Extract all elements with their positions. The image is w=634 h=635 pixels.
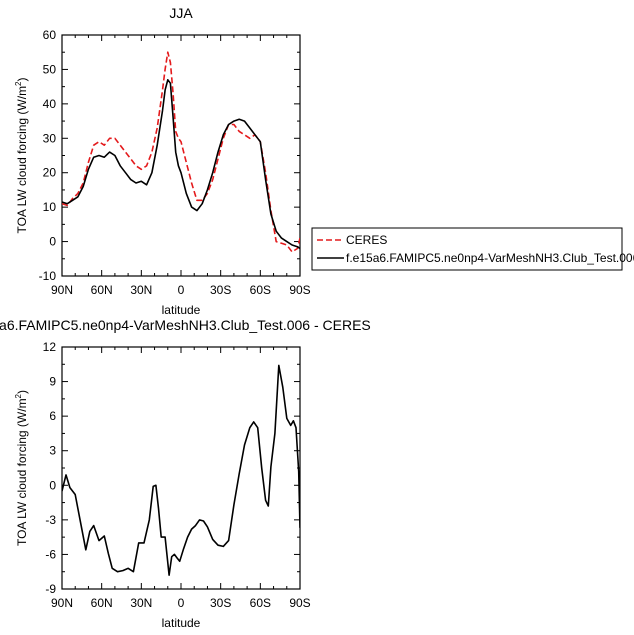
chart2-y-tick-label: -9 [45,582,56,596]
chart2-y-axis-label-sup: 2 [14,393,23,398]
chart1-y-axis-label-sup: 2 [14,81,23,86]
chart2-y-axis-label: TOA LW cloud forcing (W/m2) [14,390,29,546]
chart2-y-tick-label: -6 [45,547,56,561]
chart1-x-tick-label: 0 [178,283,185,297]
chart1-y-tick-label: 50 [43,62,57,76]
chart1-x-tick-label: 60N [91,283,113,297]
chart1-legend-label-2: f.e15a6.FAMIPC5.ne0np4-VarMeshNH3.Club_T… [346,251,634,265]
chart1-x-axis-label: latitude [162,303,201,317]
chart2-x-tick-label: 30N [130,596,152,610]
chart1-series-line-2 [62,79,300,250]
chart2-series-line-1 [62,364,300,576]
chart2-y-tick-label: 9 [49,375,56,389]
chart1-group: JJA 90N 60N 30N 0 30S 60S 90S -10 0 10 20 30 40 50 60 la… [14,5,634,317]
chart1-y-axis-label: TOA LW cloud forcing (W/m2) [14,77,29,233]
chart1-y-tick-label: -10 [39,269,57,283]
chart2-x-tick-label: 90S [289,596,310,610]
chart2-y-axis-label-close: ) [15,390,29,394]
chart2-x-tick-label: 60S [250,596,271,610]
chart2-y-tick-label: 0 [49,478,56,492]
chart1-title: JJA [169,5,193,21]
chart1-x-tick-label: 30S [210,283,231,297]
chart2-group: 5a6.FAMIPC5.ne0np4-VarMeshNH3.Club_Test.… [0,317,371,630]
chart2-x-tick-label: 90N [51,596,73,610]
chart1-y-tick-label: 60 [43,28,57,42]
chart2-x-axis-label: latitude [162,616,201,630]
chart2-x-tick-label: 0 [178,596,185,610]
chart1-y-axis-label-close: ) [15,77,29,81]
chart1-x-tick-label: 60S [250,283,271,297]
chart2-y-tick-label: 12 [43,340,57,354]
chart2-plot-frame [61,346,301,590]
chart1-y-tick-label: 0 [49,235,56,249]
chart2-y-tick-label: 6 [49,409,56,423]
chart2-x-tick-label: 60N [91,596,113,610]
chart1-x-tick-label: 90N [51,283,73,297]
chart1-y-axis-label-main: TOA LW cloud forcing (W/m [15,86,29,234]
chart1-y-tick-label: 40 [43,97,57,111]
chart1-y-tick-label: 20 [43,166,57,180]
chart1-x-tick-label: 30N [130,283,152,297]
chart2-x-tick-label: 30S [210,596,231,610]
chart1-legend-box [311,227,623,271]
chart1-legend-label-1: CERES [346,233,387,247]
chart2-y-tick-label: -3 [45,513,56,527]
chart2-y-tick-label: 3 [49,444,56,458]
chart2-title: 5a6.FAMIPC5.ne0np4-VarMeshNH3.Club_Test.… [0,317,371,333]
chart1-y-tick-label: 30 [43,131,57,145]
chart2-y-axis-label-main: TOA LW cloud forcing (W/m [15,398,29,546]
chart1-series-line-1 [62,51,300,253]
chart1-x-tick-label: 90S [289,283,310,297]
chart1-y-tick-label: 10 [43,200,57,214]
